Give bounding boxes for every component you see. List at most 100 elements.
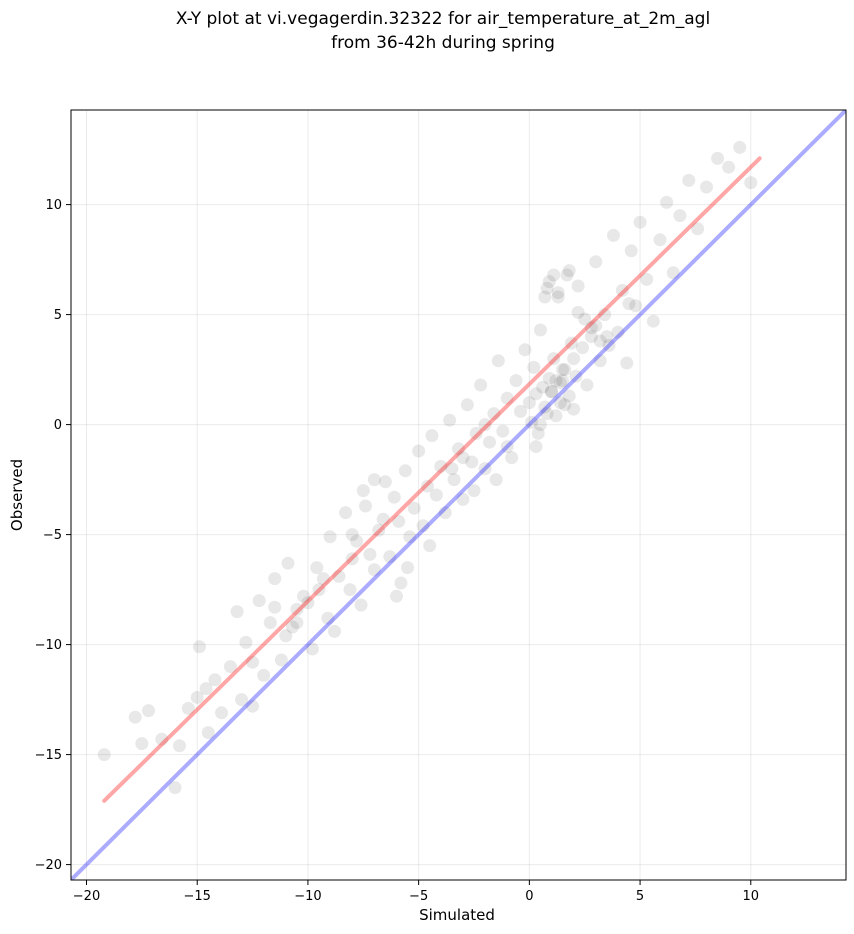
data-point <box>398 464 412 478</box>
data-point <box>460 398 474 412</box>
data-point <box>602 338 616 352</box>
data-point <box>600 330 614 344</box>
data-point <box>624 244 638 258</box>
data-point <box>562 264 576 278</box>
data-point <box>529 440 543 454</box>
data-point <box>576 341 589 355</box>
x-tick-label: −15 <box>183 889 210 904</box>
y-tick-label: −15 <box>35 748 62 763</box>
series-line <box>71 110 846 880</box>
data-point <box>691 222 705 236</box>
y-tick-label: 10 <box>45 198 62 213</box>
data-point <box>509 374 523 388</box>
data-point <box>235 693 248 707</box>
data-point <box>328 624 341 638</box>
data-point <box>558 363 572 377</box>
data-point <box>711 151 725 165</box>
data-point <box>551 290 565 304</box>
fit-lines <box>71 110 846 880</box>
data-point <box>533 418 547 432</box>
data-point <box>607 228 620 242</box>
data-point <box>593 334 607 348</box>
data-point <box>562 389 576 403</box>
data-point <box>547 268 561 282</box>
data-point <box>483 435 496 449</box>
data-point <box>556 363 570 377</box>
data-point <box>412 444 426 458</box>
data-point <box>615 283 629 297</box>
data-point <box>215 706 229 720</box>
data-point <box>549 409 563 423</box>
data-point <box>733 140 747 154</box>
grid <box>71 110 846 880</box>
data-point <box>403 530 417 544</box>
data-point <box>390 589 403 603</box>
data-point <box>332 569 346 583</box>
data-point <box>401 561 415 575</box>
data-point <box>551 286 565 300</box>
data-point <box>128 710 142 724</box>
data-point <box>571 305 585 319</box>
y-tick-label: −10 <box>35 638 62 653</box>
data-point <box>425 429 439 443</box>
data-point <box>321 611 335 625</box>
data-point <box>489 473 503 487</box>
data-point <box>339 506 353 520</box>
data-point <box>438 506 452 520</box>
data-point <box>290 602 304 616</box>
x-tick-label: 0 <box>525 889 533 904</box>
data-point <box>452 442 465 456</box>
data-point <box>199 682 213 696</box>
data-point <box>540 281 554 295</box>
data-point <box>549 374 563 388</box>
data-point <box>252 594 266 608</box>
data-point <box>376 512 390 526</box>
data-point <box>569 369 583 383</box>
data-point <box>246 699 260 713</box>
data-point <box>531 426 545 440</box>
data-point <box>367 473 381 487</box>
data-point <box>356 484 370 498</box>
data-point <box>392 514 406 528</box>
chart-title: X-Y plot at vi.vegagerdin.32322 for air_… <box>176 9 710 29</box>
data-point <box>173 739 186 753</box>
data-point <box>653 233 667 247</box>
data-point <box>268 600 282 614</box>
data-point <box>564 336 578 350</box>
data-point <box>290 616 304 630</box>
data-point <box>522 396 536 410</box>
data-point <box>268 572 282 586</box>
data-point <box>744 176 758 190</box>
data-point <box>190 690 204 704</box>
data-point <box>297 589 310 603</box>
data-point <box>281 556 295 570</box>
data-point <box>445 462 459 476</box>
data-point <box>500 440 514 454</box>
data-point <box>633 215 647 229</box>
data-point <box>646 314 660 328</box>
data-point <box>547 352 561 366</box>
data-point <box>378 475 392 489</box>
data-point <box>584 321 598 335</box>
data-point <box>142 704 155 718</box>
data-point <box>620 356 634 370</box>
data-point <box>567 402 581 416</box>
data-point <box>416 519 430 533</box>
data-point <box>584 330 598 344</box>
data-point <box>673 209 687 223</box>
x-tick-label: −10 <box>294 889 321 904</box>
data-point <box>593 354 607 368</box>
data-point <box>518 343 532 357</box>
data-point <box>491 354 505 368</box>
data-point <box>343 583 357 597</box>
data-point <box>567 352 581 366</box>
data-point <box>682 173 696 187</box>
data-point <box>434 459 448 473</box>
data-point <box>545 385 558 399</box>
x-tick-label: −20 <box>73 889 100 904</box>
data-point <box>542 371 556 385</box>
data-point <box>558 398 572 412</box>
data-point <box>540 407 554 421</box>
data-point <box>514 404 527 418</box>
